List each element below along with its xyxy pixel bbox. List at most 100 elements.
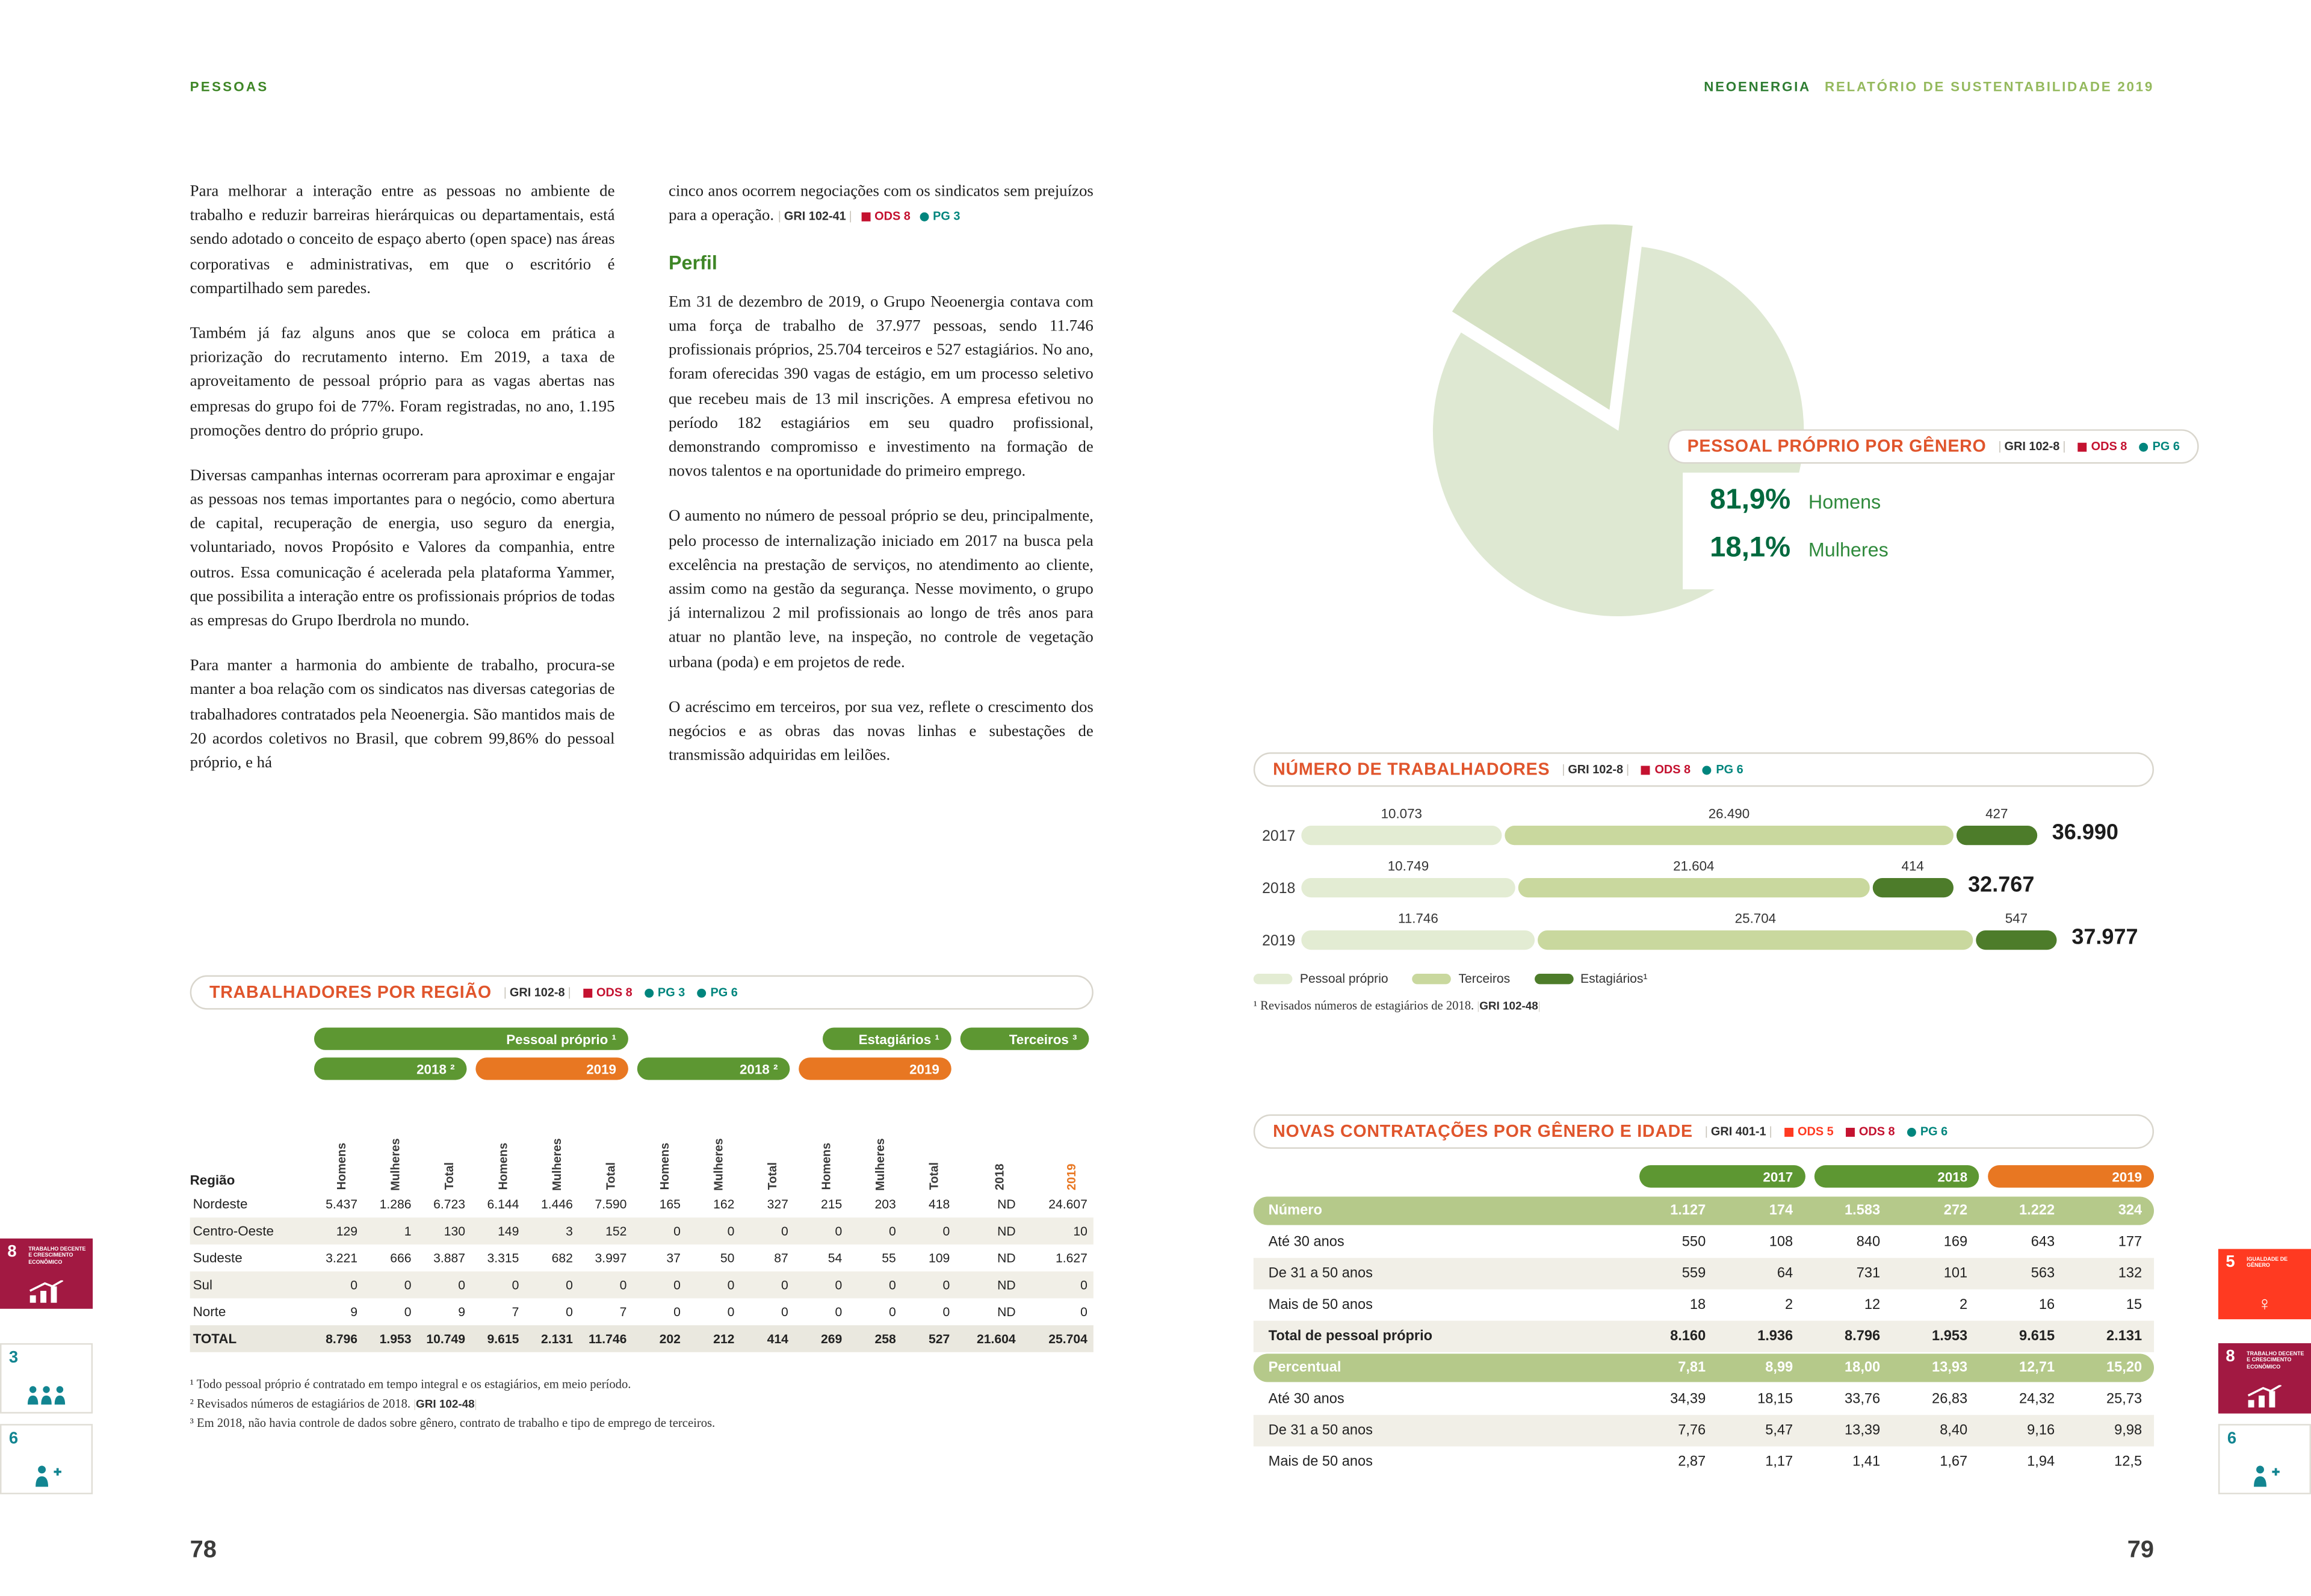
table-cell: 1,41 (1852, 1453, 1881, 1471)
table-row: De 31 a 50 anos 559 64 731 101 563 132 (1253, 1258, 2155, 1290)
table-cell: 0 (835, 1304, 843, 1320)
badge-number: 6 (8, 1430, 19, 1448)
year-header-2018: 2018 (1813, 1165, 1980, 1188)
row-label: Percentual (1268, 1359, 1341, 1376)
growth-chart-icon (0, 1280, 93, 1303)
table-cell: 15,20 (2106, 1359, 2142, 1376)
column-header: Mulheres (712, 1138, 726, 1191)
paragraph: Diversas campanhas internas ocorreram pa… (190, 466, 615, 630)
table-cell: 0 (889, 1304, 896, 1320)
region-table-body: Nordeste 5.437 1.286 6.723 6.144 1.446 7.590 16… (190, 1190, 1094, 1352)
legend-swatch-icon (1533, 973, 1573, 984)
table-row: Até 30 anos 34,39 18,15 33,76 26,83 24,32 25,7… (1254, 1384, 2154, 1415)
pg-dot-icon (2139, 442, 2149, 451)
row-label: Nordeste (193, 1196, 248, 1212)
table-year-headers: 2018 ² 2019 2018 ² 2019 (190, 1057, 1094, 1080)
table-row: Nordeste 5.437 1.286 6.723 6.144 1.446 7.590 16… (190, 1190, 1094, 1217)
table-cell: 0 (350, 1277, 358, 1293)
table-cell: 414 (767, 1331, 788, 1346)
page-number-left: 78 (190, 1538, 217, 1564)
table-cell: 9 (458, 1304, 465, 1320)
perfil-heading: Perfil (668, 252, 717, 274)
table-cell: 0 (835, 1223, 843, 1239)
table-cell: 1.936 (1757, 1328, 1793, 1345)
bar-total: 32.767 (1968, 873, 2035, 898)
table-cell: ND (997, 1196, 1016, 1212)
table-cell: 2 (1960, 1296, 1968, 1314)
pessoal-proprio-segment (1301, 825, 1502, 846)
table-cell: 682 (551, 1250, 573, 1266)
table-cell: 149 (498, 1223, 519, 1239)
table-cell: 1.627 (1056, 1250, 1087, 1266)
region-table-title: TRABALHADORES POR REGIÃO (209, 983, 492, 1002)
group-header-estagiarios: Estagiários ¹ (822, 1027, 951, 1050)
pg-6-tag: PG 6 (1907, 1125, 1947, 1138)
hires-table-title: NOVAS CONTRATAÇÕES POR GÊNERO E IDADE (1273, 1122, 1693, 1141)
pessoal-proprio-segment (1301, 930, 1535, 950)
bar-value-label: 26.490 (1708, 806, 1750, 821)
table-cell: 1,94 (2027, 1453, 2055, 1471)
pg-6-badge: 6 (0, 1424, 93, 1494)
ods-8-tag: ODS 8 (583, 986, 633, 999)
table-cell: 129 (336, 1223, 358, 1239)
terceiros-segment (1538, 930, 1973, 950)
legend-swatch-icon (1253, 973, 1293, 984)
region-table-section: TRABALHADORES POR REGIÃO | GRI 102-8 | ODS… (190, 975, 1094, 1434)
ods-square-icon (583, 988, 592, 997)
ods-square-icon (1784, 1127, 1793, 1136)
year-header-2018: 2018 ² (637, 1057, 790, 1080)
row-label-header: Região (190, 1172, 235, 1188)
table-cell: 6.144 (487, 1196, 519, 1212)
table-cell: 2.131 (541, 1331, 573, 1346)
table-cell: 12,5 (2114, 1453, 2142, 1471)
table-cell: 3 (566, 1223, 573, 1239)
table-cell: 1.446 (541, 1196, 573, 1212)
report-title: RELATÓRIO DE SUSTENTABILIDADE 2019 (1825, 79, 2155, 94)
region-table-title-pill: TRABALHADORES POR REGIÃO | GRI 102-8 | ODS… (190, 975, 1094, 1010)
table-cell: 7.590 (595, 1196, 627, 1212)
table-cell: 2 (1785, 1296, 1793, 1314)
year-header-2018: 2018 ² (314, 1057, 467, 1080)
table-cell: 5.437 (326, 1196, 358, 1212)
table-cell: 8,99 (1765, 1359, 1793, 1376)
paragraph: Para melhorar a interação entre as pesso… (190, 182, 615, 297)
pg-6-tag: PG 6 (697, 986, 738, 999)
table-cell: 3.997 (595, 1250, 627, 1266)
table-cell: 202 (659, 1331, 681, 1346)
pg-3-tag: PG 3 (644, 986, 685, 999)
row-label: Sul (193, 1277, 212, 1293)
year-header-2017: 2017 (1639, 1165, 1805, 1188)
table-cell: ND (997, 1223, 1016, 1239)
table-cell: 3.315 (487, 1250, 519, 1266)
table-cell: 3.221 (326, 1250, 358, 1266)
hires-year-headers: 2017 2018 2019 (1254, 1165, 2154, 1188)
section-header: PESSOAS (190, 79, 269, 94)
bar-total: 36.990 (2052, 821, 2118, 846)
ods-square-icon (861, 212, 870, 221)
reference-tags: | GRI 102-41 | ODS 8 PG 3 (778, 208, 961, 226)
column-header: Total (604, 1163, 618, 1191)
table-cell: 0 (889, 1223, 896, 1239)
year-label: 2018 (1262, 880, 1296, 898)
table-footnote: ² Revisados números de estagiários de 20… (190, 1397, 477, 1411)
table-cell: 7,81 (1678, 1359, 1706, 1376)
badge-caption: TRABALHO DECENTE E CRESCIMENTO ECONÔMICO (28, 1246, 86, 1265)
workers-chart-title: NÚMERO DE TRABALHADORES (1273, 760, 1550, 779)
report-header: NEOENERGIA RELATÓRIO DE SUSTENTABILIDADE… (1704, 79, 2154, 94)
table-cell: 130 (444, 1223, 465, 1239)
table-cell: 0 (727, 1304, 735, 1320)
table-cell: 8.160 (1670, 1328, 1706, 1345)
table-row: Percentual 7,81 8,99 18,00 13,93 12,71 15,20 (1253, 1353, 2155, 1382)
table-cell: 666 (390, 1250, 412, 1266)
table-cell: 55 (882, 1250, 896, 1266)
table-cell: 0 (781, 1277, 788, 1293)
table-cell: 0 (727, 1223, 735, 1239)
pessoal-proprio-segment (1301, 877, 1515, 898)
table-cell: 101 (1943, 1265, 1968, 1282)
table-cell: 1.286 (379, 1196, 412, 1212)
table-cell: 109 (928, 1250, 950, 1266)
table-cell: 162 (713, 1196, 735, 1212)
table-cell: 272 (1943, 1202, 1968, 1219)
table-cell: 9.615 (487, 1331, 519, 1346)
year-header-2019: 2019 (475, 1057, 628, 1080)
